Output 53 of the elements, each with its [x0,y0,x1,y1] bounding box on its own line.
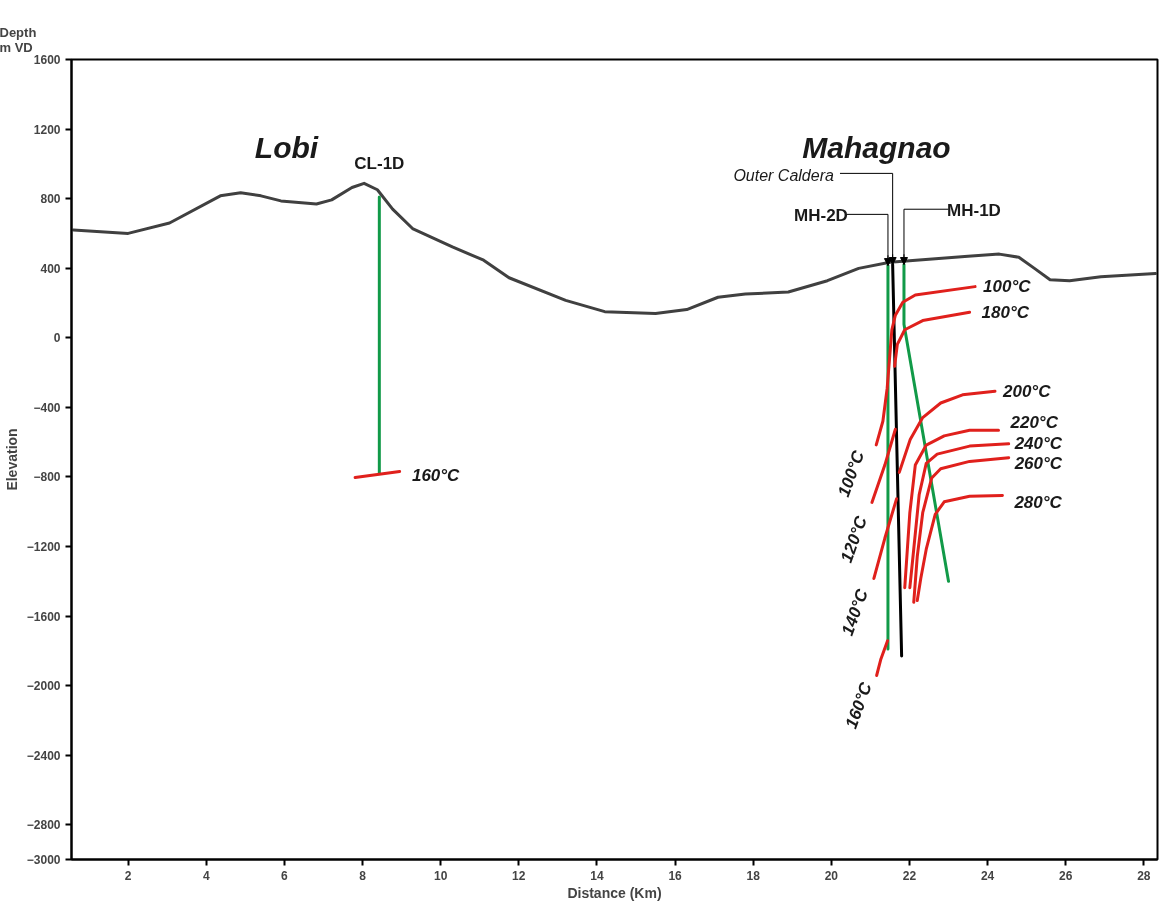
line-series [893,310,972,368]
annotation: Outer Caldera [733,167,834,185]
annotation: 160°C [411,466,461,485]
x-tick-label: 28 [1137,868,1151,883]
x-tick-label: 14 [590,868,604,883]
annotation: 200°C [1001,381,1052,401]
line-series [71,181,1158,316]
annotation: 180°C [981,302,1030,322]
y-tick-label: −1200 [26,539,61,554]
y-axis-title: Elevation [3,428,20,491]
x-tick-label: 22 [902,868,917,883]
annotation: 120°C [836,513,872,565]
x-tick-label: 20 [824,868,839,883]
text: Depth m VD [0,24,37,55]
annotation: Lobi [254,131,319,164]
x-tick-label: 6 [281,868,289,883]
annotation: 160°C [841,679,876,732]
annotation: 100°C [834,447,869,500]
annotation: 100°C [983,277,1032,297]
y-tick-label: 1200 [33,122,61,137]
x-tick-label: 12 [512,868,526,883]
annotation: Mahagnao [802,131,951,164]
x-tick-label: 2 [124,868,132,883]
annotation: CL-1D [354,154,405,174]
line-series [903,428,1001,590]
y-tick-label: −1600 [26,609,61,624]
annotation: 140°C [837,586,873,638]
line-series [897,389,997,474]
y-tick-label: 800 [40,192,61,207]
x-tick-label: 18 [746,868,761,883]
x-tick-label: 16 [668,868,683,883]
x-tick-label: 24 [980,868,995,883]
annotation: 280°C [1013,493,1063,512]
y-tick-label: −400 [33,400,61,415]
x-axis-title: Distance (Km) [567,884,662,901]
annotation: 240°C [1013,434,1063,454]
annotation: 220°C [1009,412,1059,432]
y-tick-label: −800 [33,470,61,485]
y-tick-label: 400 [40,261,61,276]
y-tick-label: −2000 [26,679,61,694]
x-tick-label: 8 [359,868,367,883]
annotation: MH-2D [794,206,848,226]
y-tick-label: 0 [53,331,61,346]
y-tick-label: −2800 [26,818,61,833]
x-tick-label: 4 [202,868,210,883]
y-tick-label: −2400 [26,748,61,763]
line-series [874,285,977,447]
y-tick-label: 1600 [33,53,61,67]
annotation: MH-1D [947,201,1001,221]
y-tick-label: −3000 [26,853,61,867]
x-tick-label: 10 [433,868,448,883]
annotation: 260°C [1013,454,1063,474]
x-tick-label: 26 [1059,868,1073,883]
